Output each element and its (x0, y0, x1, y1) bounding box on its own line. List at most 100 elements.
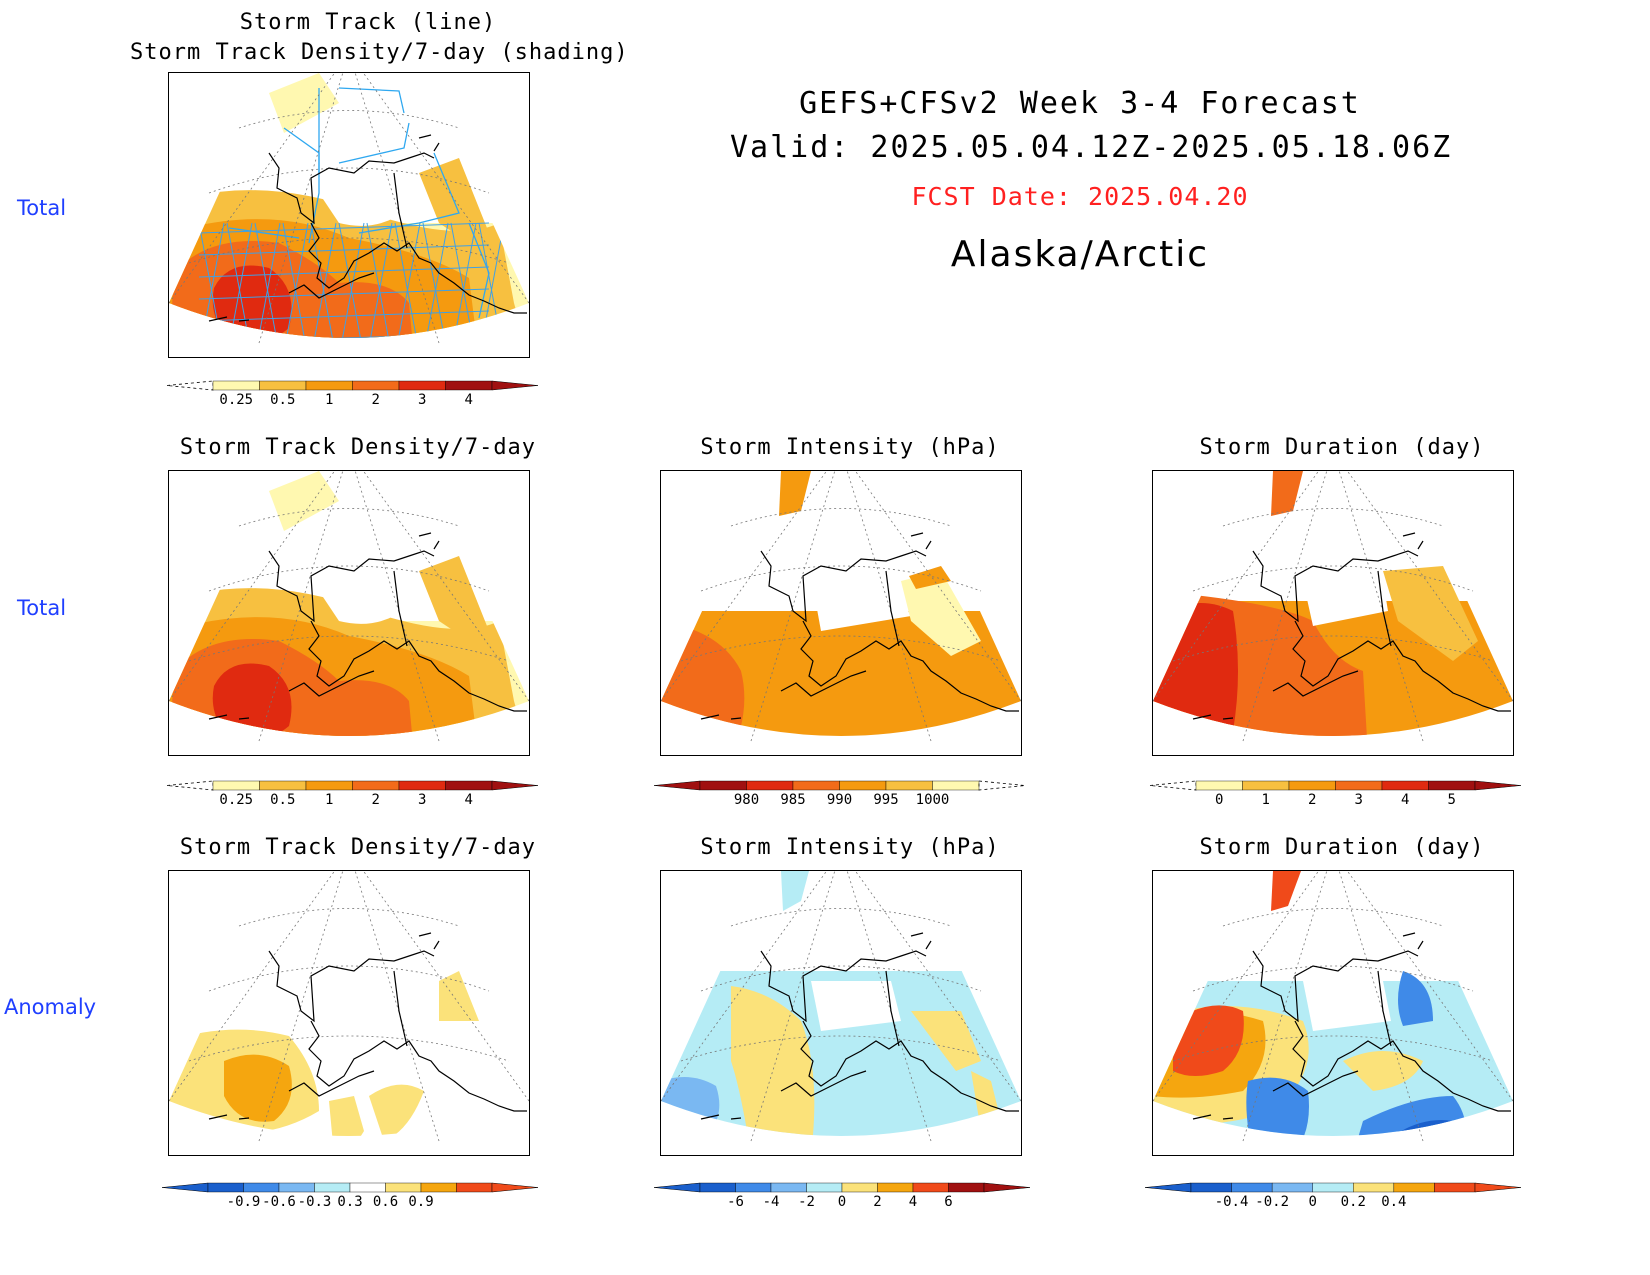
shaded-region (212, 265, 292, 338)
grid-line (362, 73, 529, 304)
colorbar-tick-label: -0.6 (262, 1194, 296, 1210)
grid-line (1242, 871, 1328, 1142)
colorbar-tick-label: 3 (1354, 792, 1363, 808)
colorbar-swatch (699, 780, 747, 791)
panel3-title: Storm Intensity (hPa) (700, 435, 1000, 460)
region-name: Alaska/Arctic (950, 234, 1210, 275)
colorbar-swatch (352, 780, 400, 791)
shaded-region (811, 981, 901, 1031)
shading (1153, 471, 1513, 736)
shaded-region (731, 986, 815, 1136)
panel6-title: Storm Intensity (hPa) (700, 835, 1000, 860)
colorbar-tick-label: 0 (1308, 1194, 1317, 1210)
colorbar-end (166, 780, 214, 791)
colorbar-swatch (699, 1182, 736, 1193)
shaded-region (319, 190, 409, 226)
grid-line (846, 471, 932, 742)
colorbar-tick-label: 4 (464, 792, 473, 808)
colorbar-end (491, 1182, 539, 1193)
shaded-region (779, 471, 811, 516)
colorbar-swatch (948, 1182, 985, 1193)
graticule (661, 871, 1021, 1142)
colorbar-tick-label: 1 (325, 792, 334, 808)
colorbar-swatch (932, 780, 980, 791)
colorbar-tick-label: 995 (873, 792, 899, 808)
coastline (208, 134, 527, 322)
map-panel-duration-total (1152, 470, 1514, 756)
colorbar-tick-label: 0.4 (1381, 1194, 1407, 1210)
colorbar-tick-label: 3 (418, 792, 427, 808)
colorbar-swatch (839, 780, 887, 791)
colorbar-end (491, 380, 539, 391)
grid-line (730, 908, 952, 927)
storm-track (338, 87, 405, 114)
panel5-title: Storm Track Density/7-day (179, 835, 537, 860)
grid-line (354, 73, 440, 344)
map-storm-track (169, 73, 529, 344)
grid-line (188, 237, 510, 264)
colorbar-swatch (912, 1182, 949, 1193)
shaded-region (1153, 603, 1238, 736)
panel2-title: Storm Track Density/7-day (179, 435, 537, 460)
graticule (169, 73, 529, 344)
map-intensity-total (661, 471, 1021, 742)
row-label-total-2: Total (17, 596, 67, 620)
colorbar-swatch (885, 780, 933, 791)
grid-line (854, 871, 1021, 1102)
colorbar-swatch (1271, 1182, 1313, 1193)
colorbar-end (1144, 1182, 1192, 1193)
shaded-region (319, 588, 409, 624)
map-panel-intensity-total (660, 470, 1022, 756)
colorbar-swatch (1231, 1182, 1273, 1193)
shaded-region (224, 1054, 292, 1122)
colorbar-tick-label: 2 (873, 1194, 882, 1210)
grid-line (258, 471, 344, 742)
shaded-region (1173, 1005, 1244, 1076)
shaded-region (661, 611, 1021, 736)
shaded-region (1383, 566, 1478, 661)
map-panel-density-total (168, 470, 530, 756)
colorbar-tick-label: 3 (418, 392, 427, 408)
shading (169, 471, 529, 736)
colorbar-tick-label: -2 (798, 1194, 815, 1210)
grid-line (661, 871, 828, 1102)
colorbar-tick-label: 0.5 (270, 792, 296, 808)
grid-line (258, 871, 344, 1142)
grid-line (661, 471, 828, 702)
graticule (661, 471, 1021, 742)
storm-track (394, 222, 421, 338)
map-duration-total (1153, 471, 1513, 742)
storm-track (198, 266, 490, 278)
colorbar-end (978, 780, 1026, 791)
panel1-title-line: Storm Track (line) (239, 10, 497, 35)
map-panel-storm-track (168, 72, 530, 358)
storm-track (198, 222, 490, 234)
storm-track (198, 310, 490, 322)
storm-track (228, 227, 300, 239)
colorbar-swatch (1312, 1182, 1354, 1193)
grid-line (1172, 1035, 1494, 1062)
grid-line (1172, 635, 1494, 662)
grid-line (1338, 471, 1424, 742)
shaded-region (781, 871, 809, 911)
colorbar-strip (166, 780, 539, 791)
graticule (169, 871, 529, 1142)
colorbar-duration: 0 1 2 3 4 5 (1148, 778, 1523, 810)
shaded-region (811, 576, 911, 631)
colorbar-swatch (1190, 1182, 1232, 1193)
colorbar-end (1149, 780, 1197, 791)
shading (661, 871, 1021, 1136)
colorbar-density-1: 0.25 0.5 1 2 3 4 (165, 378, 540, 410)
graticule (1153, 471, 1513, 742)
colorbar-swatch (243, 1182, 280, 1193)
colorbar-swatch (1381, 780, 1429, 791)
colorbar-density-anomaly: -0.9 -0.6 -0.3 0.3 0.6 0.9 (160, 1180, 540, 1212)
colorbar-swatch (305, 780, 353, 791)
colorbar-tick-label: 985 (780, 792, 806, 808)
storm-track (468, 222, 490, 319)
colorbar-swatch (1434, 1182, 1476, 1193)
grid-line (1222, 508, 1444, 527)
colorbar-tick-label: 0.3 (337, 1194, 363, 1210)
grid-line (680, 1035, 1002, 1062)
grid-line (1153, 471, 1320, 702)
